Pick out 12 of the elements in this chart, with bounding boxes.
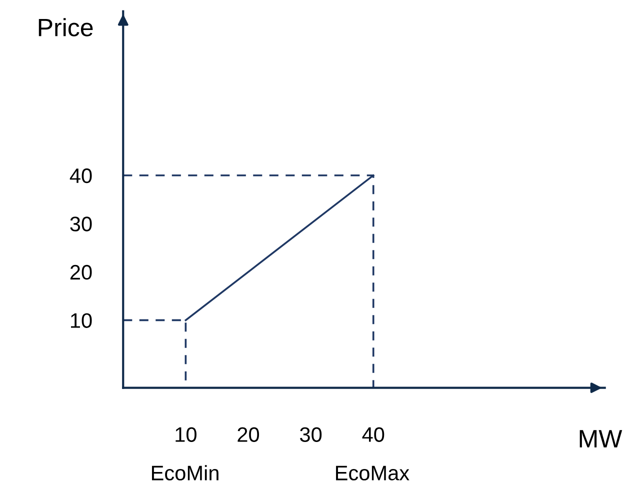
text: EcoMax bbox=[336, 466, 410, 480]
x-tick-label: 20 bbox=[238, 427, 260, 442]
y-tick-label: 40 bbox=[70, 168, 92, 184]
y-axis-title: Price bbox=[38, 18, 93, 36]
y-tick-label: 10 bbox=[70, 313, 92, 328]
x-tick-label: 30 bbox=[300, 427, 322, 442]
y-tick-label: 20 bbox=[70, 264, 92, 280]
x-axis-title: MW bbox=[580, 430, 622, 448]
x-tick-label: 10 bbox=[176, 427, 196, 442]
y-tick-label: 30 bbox=[70, 216, 92, 232]
x-tick-label: 40 bbox=[362, 427, 384, 442]
text: EcoMin bbox=[152, 465, 218, 480]
